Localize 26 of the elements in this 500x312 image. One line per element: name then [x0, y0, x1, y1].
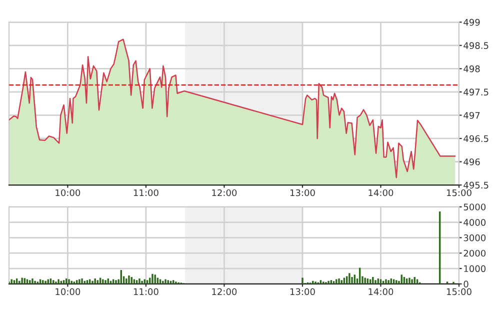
- x-tick-label: 12:00: [212, 288, 237, 296]
- y-tick-label: 0: [464, 280, 468, 288]
- x-tick-label: 14:00: [368, 189, 394, 196]
- y-tick-label: 499: [464, 18, 480, 26]
- x-tick-label: 11:00: [134, 189, 158, 196]
- y-tick-label: 3000: [464, 234, 486, 242]
- y-tick-label: 495.5: [464, 182, 488, 189]
- x-tick-label: 12:00: [212, 189, 237, 196]
- y-tick-label: 1000: [464, 265, 486, 272]
- x-tick-label: 11:00: [134, 288, 158, 296]
- y-tick-label: 2000: [464, 250, 486, 257]
- x-tick-label: 14:00: [368, 288, 394, 296]
- y-tick-label: 497: [464, 112, 480, 119]
- y-tick-label: 498.5: [464, 42, 488, 49]
- x-tick-label: 15:00: [446, 189, 472, 196]
- y-tick-label: 497.5: [464, 88, 488, 96]
- y-tick-label: 496: [464, 158, 480, 166]
- y-tick-label: 498: [464, 65, 480, 72]
- y-tick-label: 5000: [464, 204, 486, 210]
- x-tick-label: 10:00: [56, 288, 80, 296]
- x-tick-label: 15:00: [446, 288, 472, 296]
- y-tick-label: 4000: [464, 219, 486, 226]
- x-tick-label: 13:00: [290, 189, 315, 196]
- x-tick-label: 13:00: [290, 288, 315, 296]
- y-tick-label: 496.5: [464, 135, 488, 142]
- x-tick-label: 10:00: [56, 189, 80, 196]
